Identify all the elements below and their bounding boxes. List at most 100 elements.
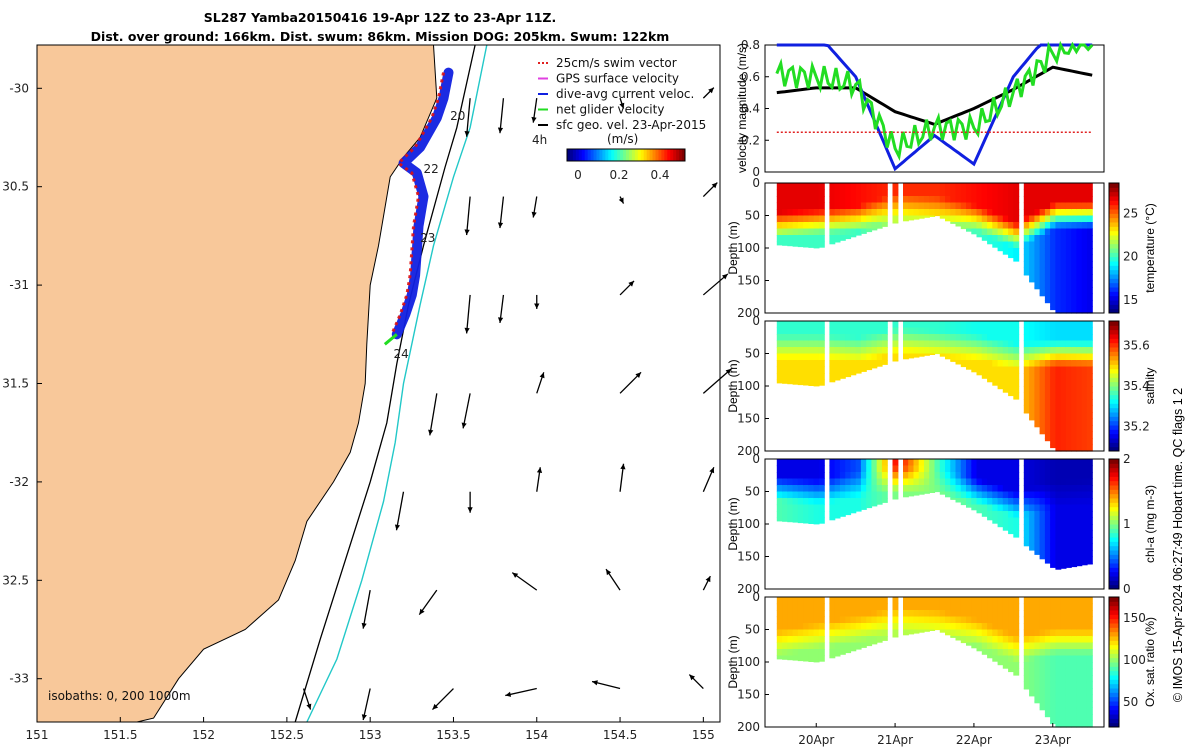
heatmap-cell [913, 629, 920, 634]
heatmap-cell [992, 353, 999, 361]
heatmap-cell [976, 603, 983, 611]
heatmap-cell [1060, 360, 1067, 368]
heatmap-cell [881, 485, 888, 493]
heatmap-cell [1044, 431, 1051, 439]
heatmap-colorbar-cell [1109, 705, 1119, 711]
heatmap-cell [1076, 701, 1083, 709]
heatmap-cell [1071, 360, 1078, 368]
heatmap-cell [855, 465, 862, 473]
heatmap-cell [782, 353, 788, 361]
heatmap-cell [1029, 675, 1035, 683]
heatmap-cell [845, 235, 852, 240]
heatmap-cell [808, 347, 815, 355]
heatmap-cell [1034, 636, 1041, 644]
heatmap-cell [1071, 714, 1078, 722]
heatmap-cell [797, 610, 804, 618]
heatmap-cell [939, 623, 946, 631]
heatmap-cell [1008, 334, 1014, 342]
heatmap-cell [808, 655, 815, 662]
heatmap-cell [955, 183, 962, 191]
heatmap-cell [1029, 248, 1035, 256]
heatmap-cell [1065, 662, 1072, 670]
heatmap-cell [1065, 668, 1072, 676]
heatmap-colorbar-cell [1109, 649, 1119, 654]
heatmap-cell [1081, 563, 1088, 566]
heatmap-cell [1081, 524, 1088, 532]
heatmap-cell [871, 610, 878, 618]
heatmap-cell [1065, 603, 1072, 611]
heatmap-cell [1044, 405, 1051, 413]
heatmap-cell [1065, 623, 1072, 631]
heatmap-cell [971, 610, 978, 618]
heatmap-cell [866, 459, 873, 467]
current-vector [429, 393, 438, 436]
heatmap-cell [1034, 274, 1041, 282]
heatmap-cell [1076, 472, 1083, 480]
heatmap-cell [1050, 642, 1056, 650]
heatmap-cell [1071, 340, 1078, 348]
heatmap-cell [1034, 597, 1041, 605]
heatmap-cell [813, 498, 820, 506]
heatmap-cell [992, 366, 999, 374]
heatmap-cell [855, 498, 862, 506]
heatmap-cell [792, 360, 799, 368]
heatmap-cell [1060, 209, 1067, 217]
heatmap-cell [945, 334, 951, 342]
heatmap-cell [1076, 616, 1083, 624]
heatmap-cell [1029, 392, 1035, 400]
heatmap-colorbar-cell [1109, 278, 1119, 284]
heatmap-cell [903, 183, 909, 191]
heatmap-cell [929, 215, 936, 217]
heatmap-cell [1023, 366, 1030, 374]
map-colorbar-cell [637, 149, 642, 161]
heatmap-cell [881, 636, 888, 641]
heatmap-cell [966, 360, 972, 368]
heatmap-cell [871, 504, 878, 507]
heatmap-cell [776, 327, 783, 335]
heatmap-cell [1039, 681, 1046, 689]
heatmap-cell [839, 478, 846, 486]
heatmap-cell [955, 623, 962, 631]
heatmap-cell [776, 459, 783, 467]
heatmap-colorbar-tick: 15 [1123, 293, 1138, 307]
heatmap-cell [1071, 183, 1078, 191]
heatmap-cell [866, 616, 873, 624]
heatmap-colorbar-cell [1109, 683, 1119, 689]
heatmap-cell [876, 472, 883, 480]
heatmap-cell [776, 235, 783, 243]
heatmap-cell [950, 340, 957, 348]
heatmap-cell [834, 459, 841, 467]
heatmap-cell [1029, 524, 1035, 532]
heatmap-cell [903, 485, 909, 493]
heatmap-colorbar-cell [1109, 519, 1119, 525]
current-vector-head [464, 327, 470, 334]
heatmap-cell [1029, 366, 1035, 374]
heatmap-cell [1055, 261, 1062, 269]
heatmap-cell [987, 202, 993, 210]
heatmap-cell [1034, 504, 1041, 512]
heatmap-cell [929, 353, 936, 355]
heatmap-cell [934, 189, 941, 197]
heatmap-colorbar-cell [1109, 381, 1119, 387]
heatmap-cell [1023, 196, 1030, 204]
heatmap-cell [1023, 241, 1030, 249]
heatmap-cell [1060, 373, 1067, 381]
heatmap-cell [976, 597, 983, 605]
heatmap-cell [1029, 662, 1035, 670]
heatmap-cell [1013, 485, 1020, 493]
heatmap-cell [1086, 668, 1093, 676]
heatmap-cell [1023, 498, 1030, 506]
heatmap-cell [955, 353, 962, 361]
heatmap-cell [1060, 504, 1067, 512]
heatmap-cell [1081, 681, 1088, 689]
heatmap-cell [1076, 431, 1083, 439]
heatmap-cell [818, 491, 825, 499]
heatmap-cell [845, 209, 852, 217]
heatmap-cell [1060, 550, 1067, 558]
heatmap-cell [808, 379, 815, 386]
heatmap-cell [1050, 228, 1056, 236]
heatmap-cell [1081, 556, 1088, 564]
arrow-scale-label: 4h [532, 133, 547, 147]
map-colorbar-cell [634, 149, 639, 161]
heatmap-cell [797, 334, 804, 342]
